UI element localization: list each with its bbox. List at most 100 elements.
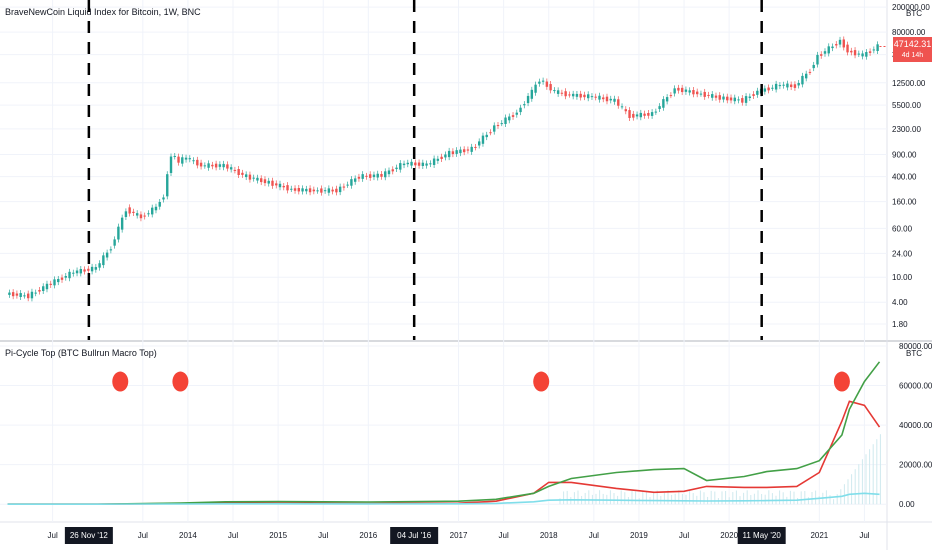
indicator-title: Pi-Cycle Top (BTC Bullrun Macro Top) [5,348,157,358]
candle [188,158,192,160]
candle [564,91,567,97]
price-axis-label: 60.00 [892,224,913,233]
time-axis-label: 2014 [179,531,197,540]
candle [214,163,218,168]
candle [436,158,440,161]
candle [541,80,545,82]
candle [496,125,500,127]
time-axis-label: 2015 [269,531,287,540]
candle [605,96,609,102]
candle [350,179,353,186]
indicator-axis-unit: BTC [906,349,922,358]
pi-cycle-signal-dot [833,371,850,392]
candle [357,176,361,179]
price-axis-label: 400.00 [892,173,917,182]
candle [113,239,116,246]
candle [763,88,767,92]
candle [748,96,752,98]
candle [369,174,372,178]
candle [684,89,688,92]
time-axis-label: Jul [48,531,58,540]
candle [872,49,876,51]
current-price-value: 47142.31 [893,39,932,49]
pi-cycle-signal-dot [533,371,550,392]
candle [568,94,571,96]
time-axis-label: Jul [679,531,689,540]
price-axis-label: 24.00 [892,249,913,258]
candle [222,163,225,168]
candle [173,155,176,157]
candle [301,188,304,192]
candle [207,163,210,168]
halving-date-label: 11 May '20 [743,531,782,540]
candle [158,202,161,207]
candle [624,109,627,112]
candle [598,95,601,100]
candle [511,115,515,117]
candle [470,146,473,152]
candle [620,106,624,108]
candle [98,263,101,268]
candle [440,156,443,159]
candle [147,213,150,215]
candle [571,93,575,97]
price-axis-label: 2300.00 [892,125,921,134]
candle [519,107,522,113]
candle [609,98,612,101]
candle [797,82,800,86]
candle [485,134,488,138]
candle [857,53,861,55]
candle [192,160,195,162]
candle [556,90,560,94]
candle [135,213,139,216]
candle [90,266,94,272]
candle [447,150,451,158]
candle [876,44,879,52]
candle [323,190,327,192]
price-axis-label: 160.00 [892,198,917,207]
candle [177,156,180,163]
candle [406,162,409,165]
candle [462,149,466,153]
candle [417,162,421,166]
candle [853,50,857,56]
candle [778,85,782,87]
current-price-tag: 47142.31 4d 14h [893,37,932,62]
candle [68,271,71,279]
candle [308,188,312,193]
candle [714,95,718,98]
candle [342,186,346,188]
candle [338,186,342,193]
candle [87,268,90,271]
candle [293,188,297,191]
time-axis-label: 2017 [450,531,468,540]
halving-date-label: 26 Nov '12 [70,531,109,540]
candle [733,97,736,102]
candle [688,90,691,93]
chart-title: BraveNewCoin Liquid Index for Bitcoin, 1… [5,7,201,17]
candle [673,88,676,94]
candle [410,161,413,166]
candle [11,292,15,297]
time-axis-label: Jul [138,531,148,540]
candle [244,174,248,178]
candle [120,217,124,230]
candle [587,94,590,99]
candle [248,174,252,180]
candle [459,149,462,154]
candle [218,164,222,167]
candle [353,178,357,182]
candle [181,157,184,164]
candle [786,83,789,88]
candle [756,90,759,95]
candle [861,53,864,57]
candle-countdown: 4d 14h [901,52,924,59]
candle [402,163,406,166]
candle [60,277,64,280]
candle [865,52,868,57]
candle [707,94,710,96]
candle [820,54,823,56]
price-axis-label: 200000.00 [892,3,930,12]
candle [387,170,391,175]
